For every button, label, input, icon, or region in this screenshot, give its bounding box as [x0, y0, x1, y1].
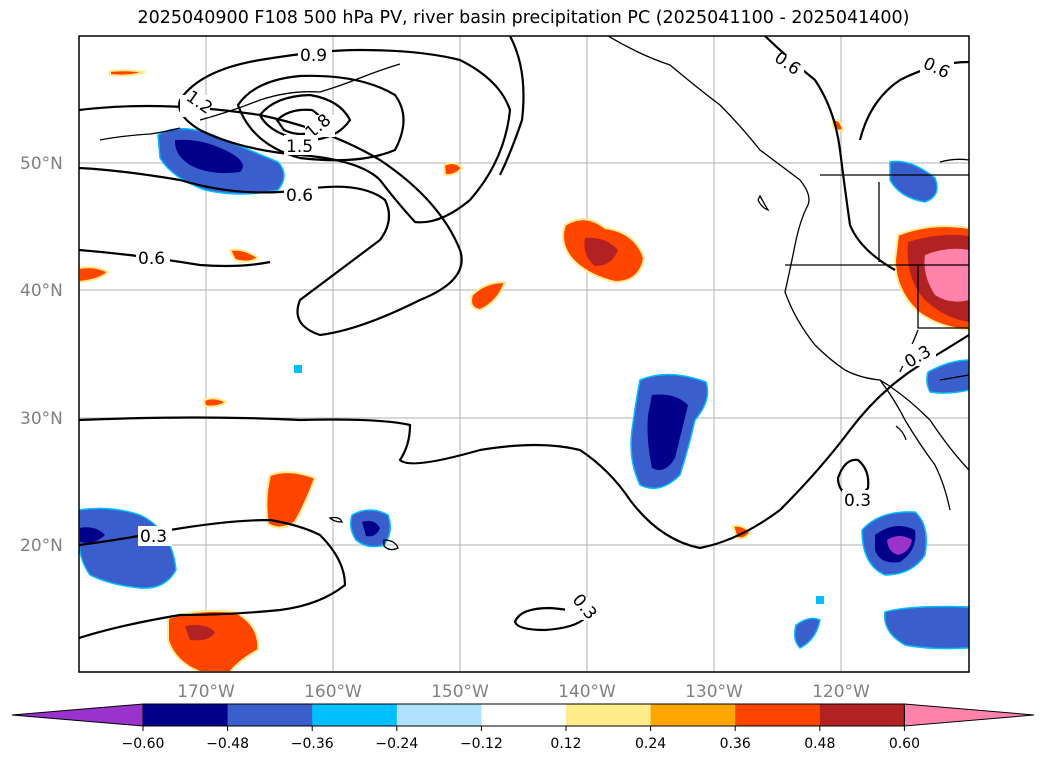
coastlines — [99, 36, 969, 551]
lat-label: 40°N — [20, 281, 63, 301]
colorbar-tick-label: −0.24 — [375, 736, 418, 752]
colorbar-ticks: −0.60 −0.48 −0.36 −0.24 −0.12 0.12 0.24 0.36 0.4… — [122, 726, 920, 752]
contour-label: 0.6 — [138, 249, 165, 269]
contour-label: 0.9 — [300, 46, 327, 66]
lon-label: 170°W — [177, 682, 235, 702]
lon-label: 120°W — [812, 682, 870, 702]
colorbar-tick-label: −0.48 — [206, 736, 249, 752]
colorbar-segment — [650, 704, 736, 726]
colorbar-extend-min — [11, 703, 144, 727]
lat-label: 30°N — [20, 409, 63, 429]
lon-labels: 170°W 160°W 150°W 140°W 130°W 120°W — [177, 682, 870, 702]
colorbar — [11, 703, 1035, 727]
colorbar-outline — [142, 703, 905, 727]
map-area — [79, 36, 969, 672]
lon-label: 130°W — [685, 682, 743, 702]
contour-labels: 0.9 1.2 1.8 1.5 0.6 0.6 0.6 0.6 0.3 0.3 … — [136, 45, 954, 624]
colorbar-tick-label: 0.12 — [550, 736, 581, 752]
colorbar-tick-label: 0.48 — [804, 736, 835, 752]
map-frame — [78, 35, 970, 673]
colorbar-segment — [312, 704, 398, 726]
map-title: 2025040900 F108 500 hPa PV, river basin … — [137, 8, 910, 28]
contour-label: 1.5 — [286, 137, 313, 157]
colorbar-segment — [143, 704, 229, 726]
contour-label: 0.6 — [286, 186, 313, 206]
contour-label: 0.3 — [140, 527, 167, 547]
colorbar-tick-label: −0.60 — [122, 736, 165, 752]
colorbar-segment — [735, 704, 821, 726]
colorbar-segment — [396, 704, 482, 726]
lon-label: 150°W — [431, 682, 489, 702]
colorbar-segment — [481, 704, 567, 726]
colorbar-segment — [819, 704, 905, 726]
colorbar-tick-label: −0.36 — [291, 736, 334, 752]
lon-label: 160°W — [304, 682, 362, 702]
lat-label: 50°N — [20, 154, 63, 174]
colorbar-tick-label: −0.12 — [460, 736, 503, 752]
lat-label: 20°N — [20, 536, 63, 556]
lat-labels: 50°N 40°N 30°N 20°N — [20, 154, 63, 556]
colorbar-tick-label: 0.60 — [889, 736, 920, 752]
negative-precip-blobs — [79, 127, 969, 650]
colorbar-segment — [227, 704, 313, 726]
lon-label: 140°W — [558, 682, 616, 702]
colorbar-segment — [566, 704, 652, 726]
colorbar-tick-label: 0.24 — [635, 736, 666, 752]
colorbar-extend-max — [903, 703, 1035, 727]
colorbar-tick-label: 0.36 — [720, 736, 751, 752]
contour-label: 0.3 — [844, 491, 871, 511]
gridlines — [79, 36, 969, 672]
